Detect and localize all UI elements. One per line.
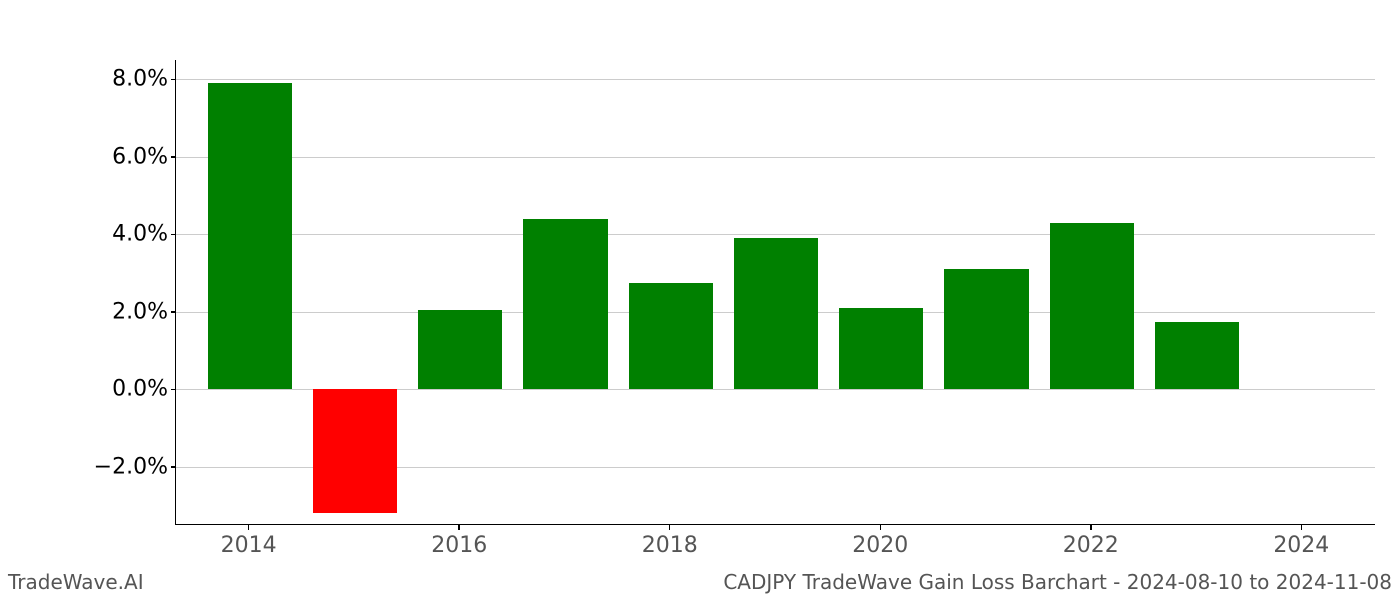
y-tick-label: 6.0% xyxy=(48,144,168,169)
x-tick-label: 2022 xyxy=(1063,533,1119,558)
x-tick-label: 2020 xyxy=(852,533,908,558)
y-tick-mark xyxy=(171,79,176,81)
gridline xyxy=(176,157,1375,158)
bar-2015 xyxy=(313,389,397,513)
y-tick-mark xyxy=(171,466,176,468)
bar-2019 xyxy=(734,238,818,389)
y-tick-label: −2.0% xyxy=(48,454,168,479)
footer-caption: CADJPY TradeWave Gain Loss Barchart - 20… xyxy=(723,570,1392,594)
x-tick-mark xyxy=(669,525,671,530)
x-tick-mark xyxy=(458,525,460,530)
plot-area xyxy=(175,60,1375,525)
x-tick-mark xyxy=(1090,525,1092,530)
y-tick-mark xyxy=(171,311,176,313)
bar-2017 xyxy=(523,219,607,390)
barchart-container: TradeWave.AI CADJPY TradeWave Gain Loss … xyxy=(0,0,1400,600)
bar-2021 xyxy=(944,269,1028,389)
bar-2023 xyxy=(1155,322,1239,390)
gridline xyxy=(176,234,1375,235)
x-tick-mark xyxy=(248,525,250,530)
bar-2022 xyxy=(1050,223,1134,390)
y-tick-mark xyxy=(171,156,176,158)
x-tick-label: 2016 xyxy=(431,533,487,558)
x-tick-label: 2018 xyxy=(642,533,698,558)
x-tick-label: 2024 xyxy=(1273,533,1329,558)
bar-2014 xyxy=(208,83,292,389)
bar-2018 xyxy=(629,283,713,390)
footer-brand: TradeWave.AI xyxy=(8,570,144,594)
x-tick-mark xyxy=(880,525,882,530)
y-tick-label: 4.0% xyxy=(48,222,168,247)
bar-2020 xyxy=(839,308,923,389)
y-tick-label: 0.0% xyxy=(48,377,168,402)
y-tick-mark xyxy=(171,234,176,236)
y-tick-label: 2.0% xyxy=(48,299,168,324)
x-tick-label: 2014 xyxy=(221,533,277,558)
bar-2016 xyxy=(418,310,502,389)
gridline xyxy=(176,79,1375,80)
y-tick-mark xyxy=(171,389,176,391)
y-tick-label: 8.0% xyxy=(48,67,168,92)
x-tick-mark xyxy=(1301,525,1303,530)
